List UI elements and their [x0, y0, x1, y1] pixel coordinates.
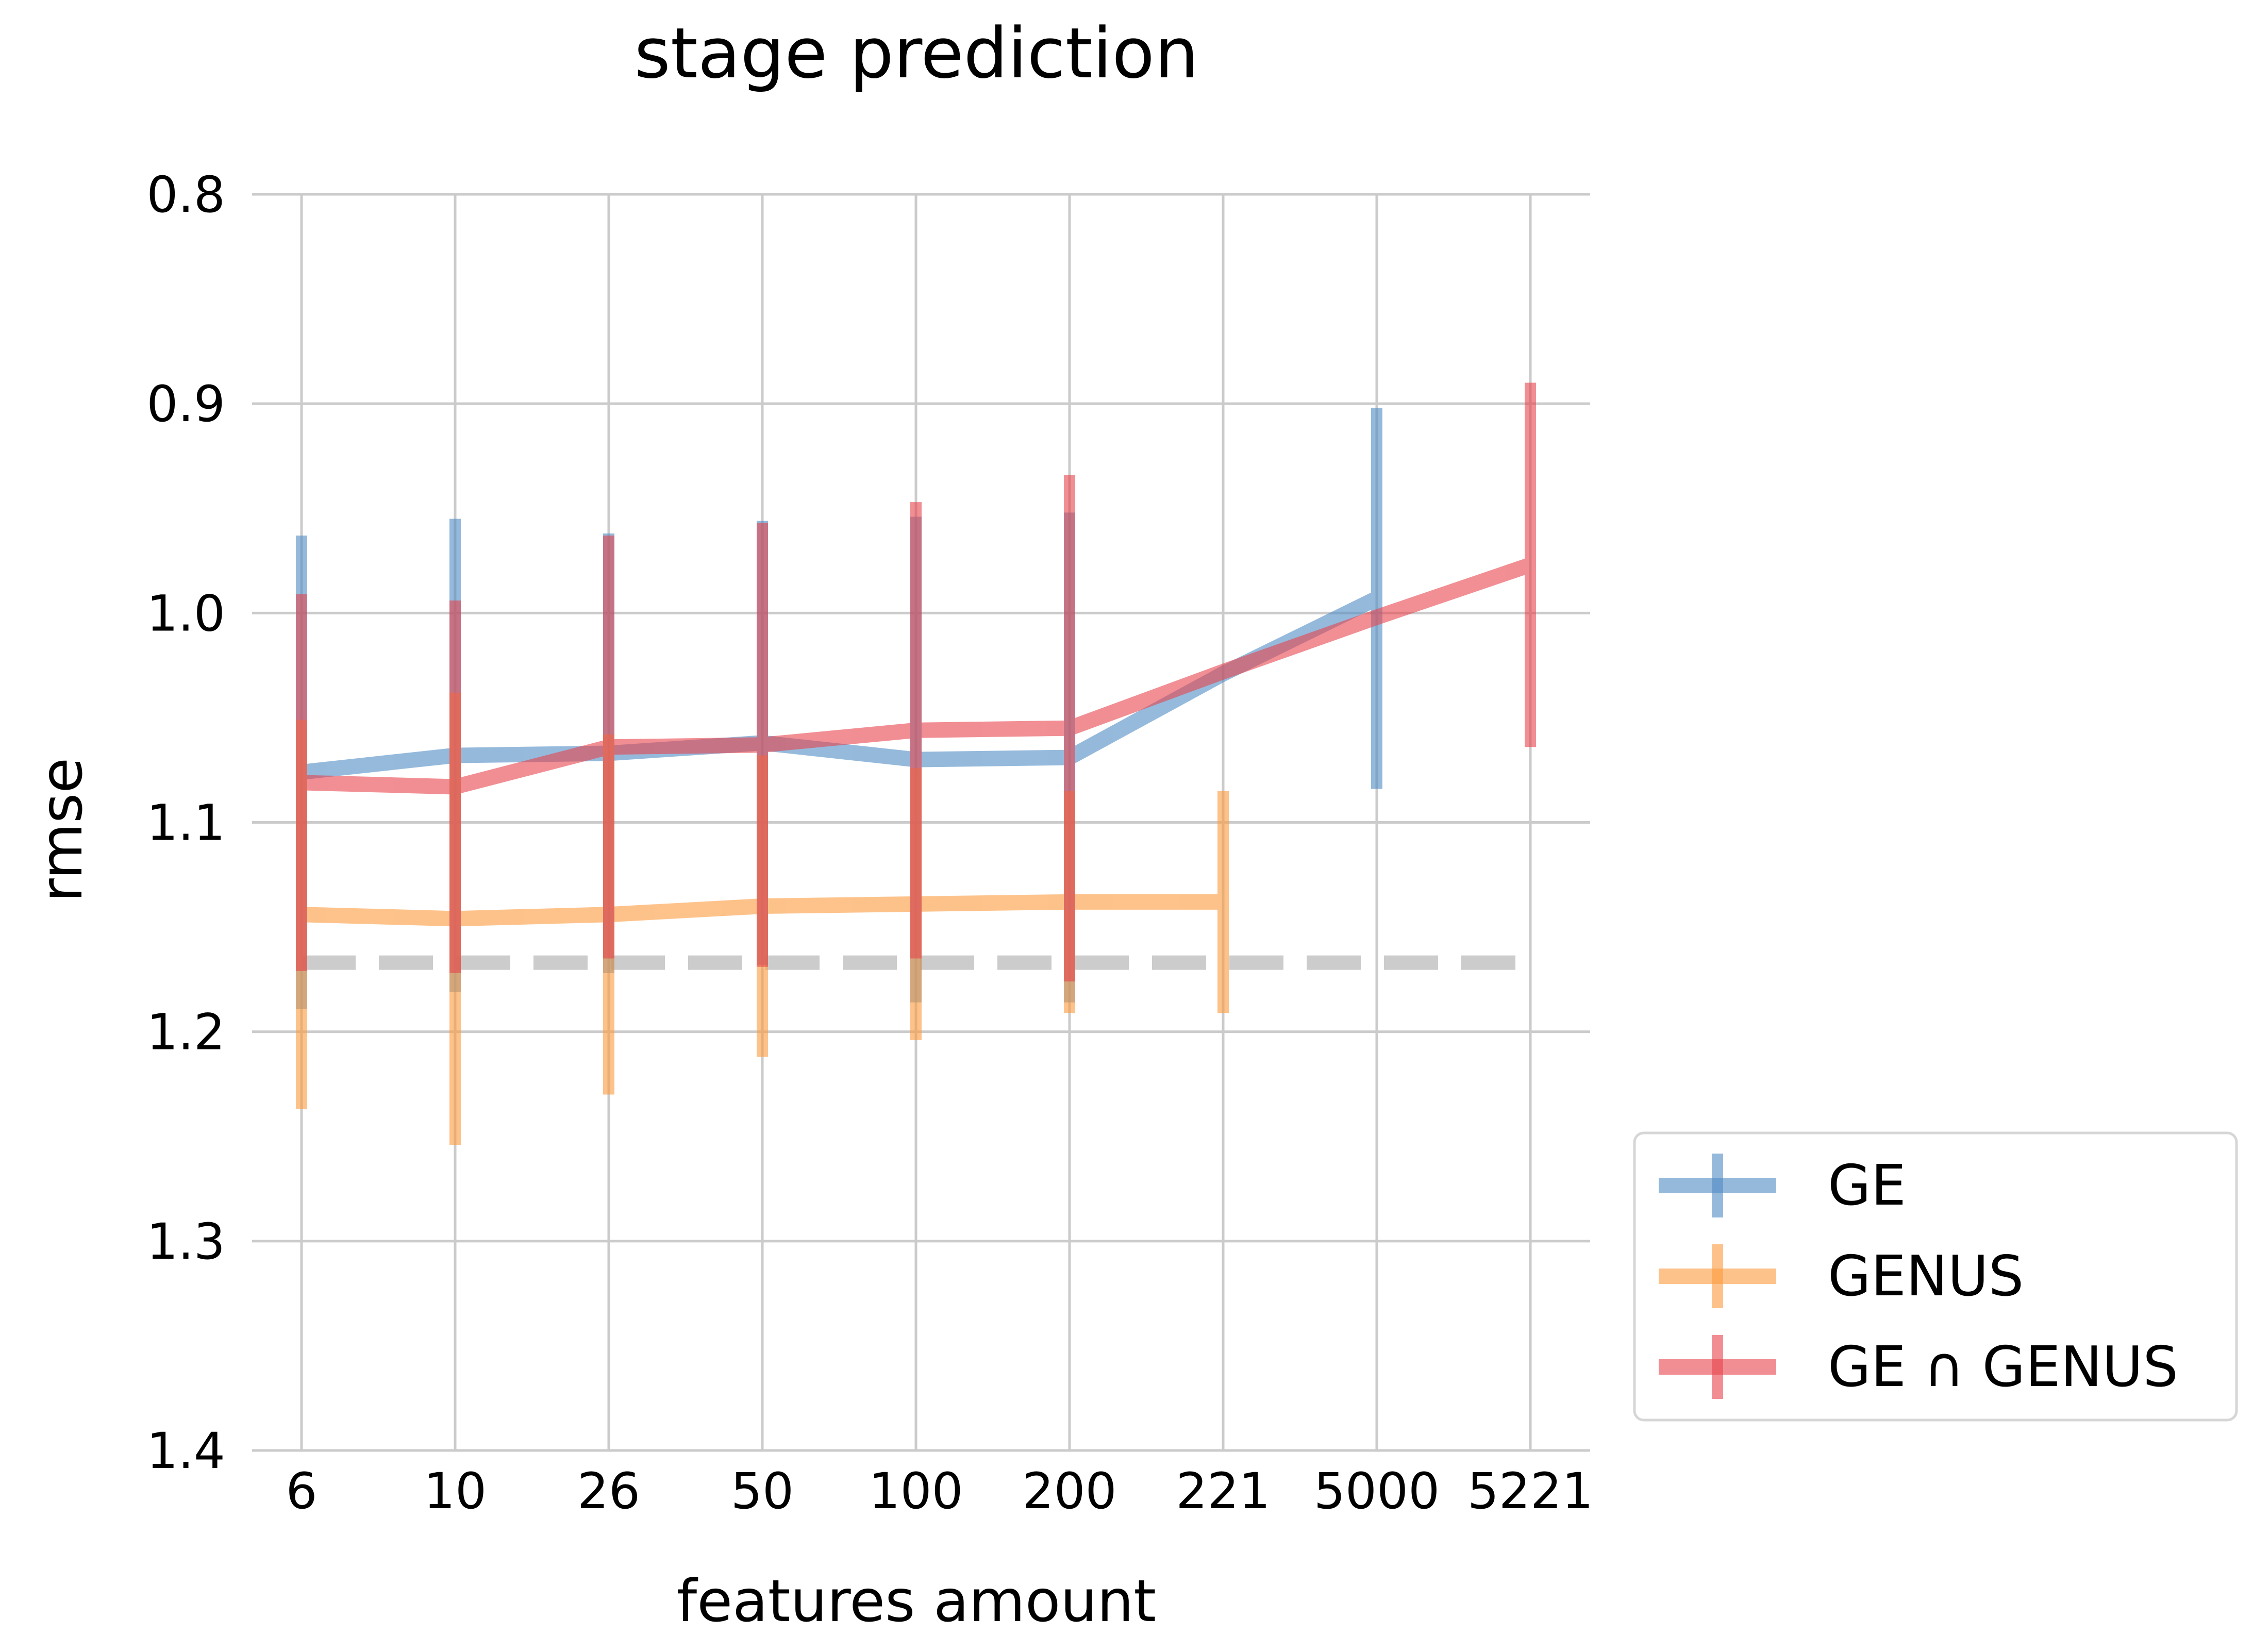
x-tick-label: 10	[424, 1462, 487, 1520]
legend-label: GE	[1828, 1154, 1906, 1218]
legend-item: GE ∩ GENUS	[1659, 1335, 2178, 1399]
data-point	[758, 740, 767, 750]
data-point	[1526, 560, 1535, 570]
data-point	[911, 725, 921, 735]
x-tick-label: 100	[869, 1462, 963, 1520]
series-3	[296, 382, 1536, 982]
legend-item: GE	[1659, 1154, 1906, 1218]
y-axis-label: rmse	[28, 758, 95, 902]
y-tick-label: 0.9	[146, 375, 225, 433]
legend: GE GENUS GE ∩ GENUS	[1633, 1131, 2238, 1422]
x-tick-label: 26	[577, 1462, 640, 1520]
chart-title: stage prediction	[635, 13, 1199, 94]
y-tick-label: 1.0	[146, 585, 225, 642]
y-tick-label: 1.4	[146, 1422, 225, 1480]
x-axis-label: features amount	[677, 1568, 1156, 1635]
legend-label: GENUS	[1828, 1244, 2024, 1309]
y-tick-label: 1.2	[146, 1004, 225, 1061]
y-ticks: 0.8 0.9 1.0 1.1 1.2 1.3 1.4	[146, 166, 225, 1480]
data-point	[450, 782, 460, 792]
data-point	[1219, 897, 1228, 907]
y-tick-label: 1.1	[146, 794, 225, 852]
series-line	[301, 591, 1380, 780]
x-tick-label: 6	[286, 1462, 317, 1520]
series-layer	[296, 382, 1536, 1145]
legend-frame	[1633, 1131, 2238, 1422]
y-tick-label: 1.3	[146, 1213, 225, 1271]
y-tick-label: 0.8	[146, 166, 225, 224]
x-ticks: 6 10 26 50 100 200 221 5000 5221	[286, 1462, 1593, 1520]
x-tick-label: 221	[1176, 1462, 1270, 1520]
data-point	[1372, 593, 1381, 603]
x-tick-label: 200	[1022, 1462, 1116, 1520]
data-point	[1065, 723, 1074, 733]
x-tick-label: 5000	[1314, 1462, 1440, 1520]
legend-label: GE ∩ GENUS	[1828, 1335, 2178, 1399]
x-tick-label: 50	[731, 1462, 794, 1520]
x-tick-label: 5221	[1467, 1462, 1593, 1520]
data-point	[604, 742, 613, 752]
data-point	[297, 778, 306, 788]
legend-item: GENUS	[1659, 1244, 2024, 1309]
